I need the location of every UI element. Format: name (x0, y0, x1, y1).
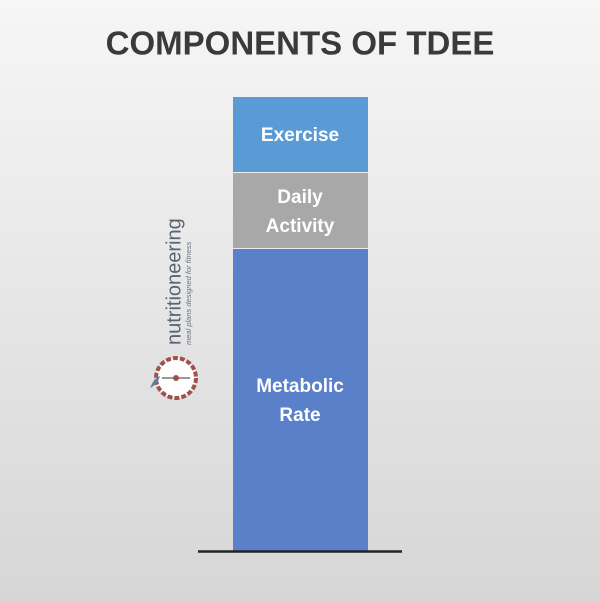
metabolic-rate-segment (233, 249, 368, 551)
segment-label: Exercise (261, 125, 339, 146)
segment-label: Daily (277, 187, 323, 208)
segment-label: Metabolic (256, 376, 344, 397)
segment-label: Activity (266, 216, 335, 237)
title: COMPONENTS OF TDEE (106, 25, 495, 62)
logo-leaf (150, 376, 160, 388)
logo-name: nutritioneering (163, 218, 185, 345)
logo-emblem-center (173, 375, 179, 381)
daily-activity-segment (233, 173, 368, 248)
segment-label: Rate (279, 405, 320, 426)
logo-tagline: meal plans designed for fitness (184, 241, 193, 345)
exercise-segment (233, 97, 368, 172)
logo: nutritioneering meal plans designed for … (150, 218, 198, 400)
